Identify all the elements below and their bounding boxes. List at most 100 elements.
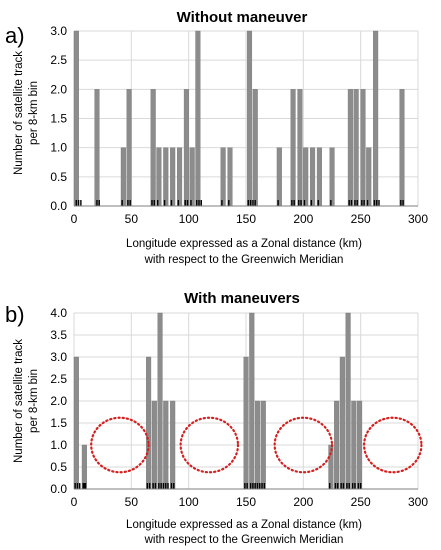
x-tick-label: 50 (125, 495, 139, 509)
histogram-bar (276, 147, 282, 207)
y-tick-label: 3.5 (50, 328, 67, 342)
x-tick-label: 200 (293, 212, 313, 226)
histogram-bar (170, 147, 176, 207)
panel-b-y-axis-label-line1: Number of satellite track (13, 339, 25, 463)
histogram-bar (126, 89, 132, 207)
panel-a-label: a) (5, 23, 25, 48)
y-tick-label: 2.5 (50, 372, 67, 386)
x-tick-label: 300 (408, 212, 428, 226)
highlight-ellipse (273, 416, 334, 474)
histogram-bar (366, 147, 372, 207)
histogram-bar (334, 400, 340, 490)
y-tick-label: 0.0 (50, 199, 67, 213)
panel-a-x-axis-label-line1: Longitude expressed as a Zonal distance … (126, 238, 362, 250)
histogram-bar (360, 89, 366, 207)
histogram-bar (353, 89, 359, 207)
histogram-bar (316, 147, 322, 207)
histogram-bar (73, 30, 79, 207)
panel-b: b) With maneuvers 0.0 0.5 1.0 1.5 2.0 2.5 3.0 3… (5, 290, 428, 546)
histogram-bar (351, 400, 357, 490)
x-tick-label: 50 (125, 212, 139, 226)
histogram-bar (150, 89, 156, 207)
histogram-bar (73, 356, 79, 490)
histogram-bar (163, 147, 169, 207)
y-tick-label: 1.0 (50, 141, 67, 155)
y-tick-label: 1.0 (50, 438, 67, 452)
panel-b-x-axis-label-line2: with respect to the Greenwich Meridian (144, 534, 344, 546)
histogram-bar (189, 147, 195, 207)
histogram-bar (329, 147, 335, 207)
panel-b-y-axis-label-line2: per 8-km bin (28, 369, 40, 433)
x-tick-label: 250 (351, 212, 371, 226)
histogram-bar (195, 30, 201, 207)
histogram-bar (151, 400, 157, 490)
histogram-bar (345, 312, 351, 490)
panel-a-y-axis-label-line2: per 8-km bin (28, 81, 40, 145)
histogram-bar (290, 89, 296, 207)
x-tick-label: 200 (293, 495, 313, 509)
y-tick-label: 1.5 (50, 112, 67, 126)
y-tick-label: 0.5 (50, 460, 67, 474)
panel-b-label: b) (5, 302, 25, 327)
histogram-bar (252, 89, 258, 207)
y-tick-label: 3.0 (50, 350, 67, 364)
x-tick-label: 0 (71, 212, 78, 226)
histogram-bar (339, 356, 345, 490)
histogram-bar (357, 400, 363, 490)
y-tick-label: 0.0 (50, 482, 67, 496)
histogram-bar (176, 147, 183, 207)
highlight-ellipse (363, 416, 423, 474)
highlight-ellipse (90, 416, 150, 474)
panel-a: a) Without maneuver 0.0 0.5 1.0 1.5 2.0 2.5 3.… (5, 9, 428, 266)
panel-b-title: With maneuvers (184, 290, 300, 307)
histogram-bar (246, 30, 253, 207)
x-tick-label: 150 (236, 495, 256, 509)
y-tick-label: 2.0 (50, 394, 67, 408)
x-tick-label: 150 (236, 212, 256, 226)
x-tick-label: 250 (351, 495, 371, 509)
y-tick-label: 0.5 (50, 170, 67, 184)
panel-a-x-tick-labels: 0 50 100 150 200 250 300 (71, 212, 429, 226)
panel-b-x-axis-label-line1: Longitude expressed as a Zonal distance … (126, 519, 362, 531)
histogram-bar (399, 89, 405, 207)
histogram-bar (81, 444, 87, 490)
panel-b-highlight-circles (90, 416, 423, 474)
panel-b-y-tick-labels: 0.0 0.5 1.0 1.5 2.0 2.5 3.0 3.5 4.0 (50, 306, 67, 496)
panel-a-y-axis-label-line1: Number of satellite track (13, 51, 25, 175)
panel-a-x-axis-label-line2: with respect to the Greenwich Meridian (144, 254, 344, 266)
x-tick-label: 100 (179, 495, 199, 509)
histogram-bar (183, 89, 189, 207)
y-tick-label: 2.0 (50, 82, 67, 96)
y-tick-label: 2.5 (50, 53, 67, 67)
y-tick-label: 3.0 (50, 24, 67, 38)
histogram-bar (220, 147, 226, 207)
histogram-bar (156, 147, 162, 207)
histogram-bar (170, 400, 176, 490)
histogram-bar (373, 30, 379, 207)
histogram-bar (146, 356, 152, 490)
panel-a-track-marks (75, 200, 404, 206)
x-tick-label: 0 (71, 495, 78, 509)
x-tick-label: 300 (408, 495, 428, 509)
panel-b-track-marks (74, 483, 362, 489)
histogram-bar (163, 400, 169, 490)
panel-a-y-tick-labels: 0.0 0.5 1.0 1.5 2.0 2.5 3.0 (50, 24, 67, 213)
histogram-bar (310, 147, 316, 207)
y-tick-label: 1.5 (50, 416, 67, 430)
histogram-bar (227, 147, 233, 207)
histogram-bar (254, 400, 261, 490)
histogram-bar (94, 89, 100, 207)
histogram-bar (120, 147, 126, 207)
histogram-bar (243, 356, 249, 490)
panel-b-bars (73, 312, 363, 490)
panel-a-title: Without maneuver (177, 9, 308, 26)
histogram-bar (157, 312, 163, 490)
x-tick-label: 100 (179, 212, 199, 226)
histogram-bar (249, 312, 255, 490)
histogram-bar (297, 89, 303, 207)
histogram-bar (303, 147, 309, 207)
histogram-bar (328, 444, 334, 490)
histogram-bar (347, 89, 353, 207)
panel-b-x-tick-labels: 0 50 100 150 200 250 300 (71, 495, 429, 509)
